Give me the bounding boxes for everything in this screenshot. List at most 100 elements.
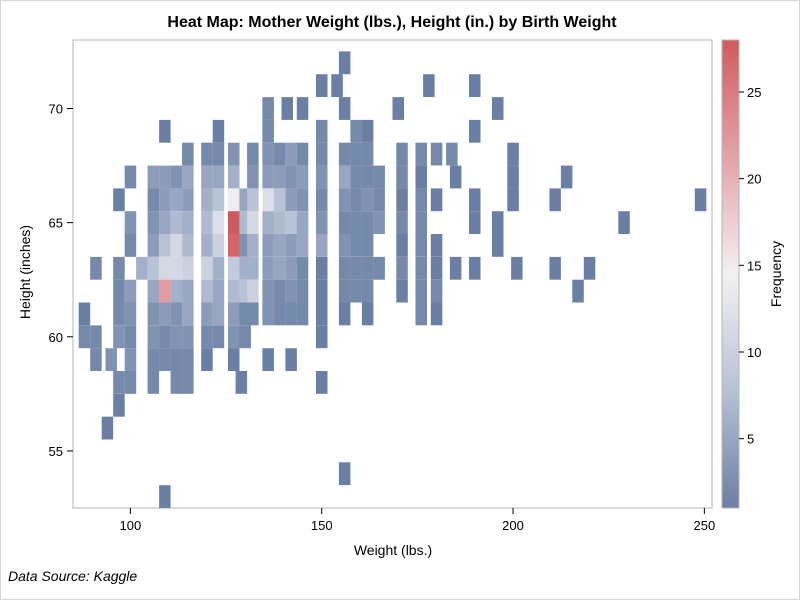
- heatmap-cell: [239, 325, 251, 349]
- heatmap-cell: [212, 256, 225, 280]
- heatmap-cell: [618, 211, 630, 234]
- heatmap-cell: [170, 302, 183, 326]
- heatmap-cell: [201, 188, 213, 212]
- heatmap-cell: [228, 325, 240, 349]
- heatmap-cell: [423, 74, 435, 97]
- heatmap-cell: [338, 234, 351, 257]
- heatmap-cell: [182, 256, 194, 280]
- heatmap-cell: [147, 165, 160, 189]
- heatmap-cell: [201, 165, 213, 189]
- data-source-note: Data Source: Kaggle: [8, 568, 138, 584]
- heatmap-cell: [247, 165, 259, 189]
- heatmap-cell: [469, 188, 481, 212]
- heatmap-cell: [296, 279, 309, 303]
- heatmap-cell: [361, 142, 374, 166]
- heatmap-cell: [511, 256, 523, 280]
- colorbar-tick-label: 15: [747, 258, 761, 273]
- heatmap-cell: [147, 234, 160, 257]
- heatmap-cell: [212, 234, 225, 257]
- x-tick-label: 150: [311, 518, 333, 533]
- heatmap-cell: [507, 165, 519, 189]
- heatmap-cell: [507, 142, 519, 166]
- heatmap-cell: [212, 302, 225, 326]
- heatmap-cell: [507, 188, 519, 212]
- heatmap-cell: [415, 256, 427, 280]
- heatmap-cell: [78, 325, 91, 349]
- heatmap-cell: [262, 119, 274, 143]
- heatmap-cell: [124, 279, 137, 303]
- heatmap-cell: [201, 325, 213, 349]
- heatmap-cell: [228, 279, 240, 303]
- heatmap-cell: [182, 211, 194, 234]
- heatmap-cell: [201, 234, 213, 257]
- heatmap-cell: [415, 165, 427, 189]
- heatmap-cell: [361, 119, 374, 143]
- axes: 100 150 200 250 55 60 65 70: [49, 101, 716, 533]
- heatmap-cell: [170, 371, 183, 394]
- heatmap-cell: [281, 97, 293, 120]
- heatmap-cell: [296, 256, 309, 280]
- heatmap-cell: [316, 325, 328, 349]
- heatmap-cell: [159, 325, 171, 349]
- heatmap-cell: [228, 165, 240, 189]
- y-tick-label: 55: [49, 444, 63, 459]
- heatmap-cell: [350, 211, 362, 234]
- x-tick-label: 200: [502, 518, 524, 533]
- heatmap-cell: [285, 256, 297, 280]
- heatmap-cell: [182, 234, 194, 257]
- x-tick-label: 100: [120, 518, 142, 533]
- heatmap-cell: [262, 256, 274, 280]
- heatmap-cell: [239, 256, 251, 280]
- heatmap-cell: [159, 119, 171, 143]
- heatmap-cell: [469, 256, 481, 280]
- heatmap-cell: [239, 302, 251, 326]
- heatmap-cell: [113, 371, 125, 394]
- heatmap-cell: [350, 142, 362, 166]
- heatmap-cell: [296, 302, 309, 326]
- heatmap-cell: [396, 211, 408, 234]
- heatmap-cell: [124, 234, 137, 257]
- heatmap-cell: [182, 188, 194, 212]
- y-tick-label: 60: [49, 330, 63, 345]
- heatmap-cell: [170, 234, 183, 257]
- heatmap-cell: [446, 142, 458, 166]
- heatmap-cell: [694, 188, 707, 212]
- heatmap-cell: [247, 234, 259, 257]
- heatmap-cell: [247, 302, 259, 326]
- heatmap-cell: [285, 142, 297, 166]
- heatmap-cell: [338, 279, 351, 303]
- heatmap-cell: [273, 234, 286, 257]
- heatmap-cell: [170, 165, 183, 189]
- heatmap-cell: [373, 256, 385, 280]
- heatmap-cell: [492, 234, 504, 257]
- heatmap-cell: [201, 142, 213, 166]
- heatmap-cell: [296, 211, 309, 234]
- heatmap-cell: [159, 302, 171, 326]
- heatmap-cell: [350, 256, 362, 280]
- heatmap-cell: [392, 97, 404, 120]
- heatmap-cell: [396, 165, 408, 189]
- heatmap-cell: [273, 142, 286, 166]
- heatmap-cell: [239, 211, 251, 234]
- heatmap-cell: [170, 325, 183, 349]
- heatmap-cell: [338, 188, 351, 212]
- heatmap-cell: [430, 142, 443, 166]
- heatmap-cell: [430, 279, 443, 303]
- heatmap-cell: [201, 211, 213, 234]
- heatmap-cell: [338, 97, 351, 120]
- heatmap-cell: [296, 142, 309, 166]
- x-axis-label: Weight (lbs.): [354, 542, 432, 558]
- heatmap-cell: [159, 211, 171, 234]
- heatmap-cell: [212, 211, 225, 234]
- chart-title: Heat Map: Mother Weight (lbs.), Height (…: [167, 14, 617, 31]
- heatmap-cell: [415, 234, 427, 257]
- heatmap-cell: [296, 234, 309, 257]
- heatmap-cell: [285, 165, 297, 189]
- heatmap-cell: [396, 142, 408, 166]
- heatmap-cell: [247, 279, 259, 303]
- heatmap-cell: [136, 256, 148, 280]
- y-tick-label: 65: [49, 216, 63, 231]
- heatmap-cell: [113, 188, 125, 212]
- heatmap-cell: [296, 188, 309, 212]
- heatmap-cell: [396, 256, 408, 280]
